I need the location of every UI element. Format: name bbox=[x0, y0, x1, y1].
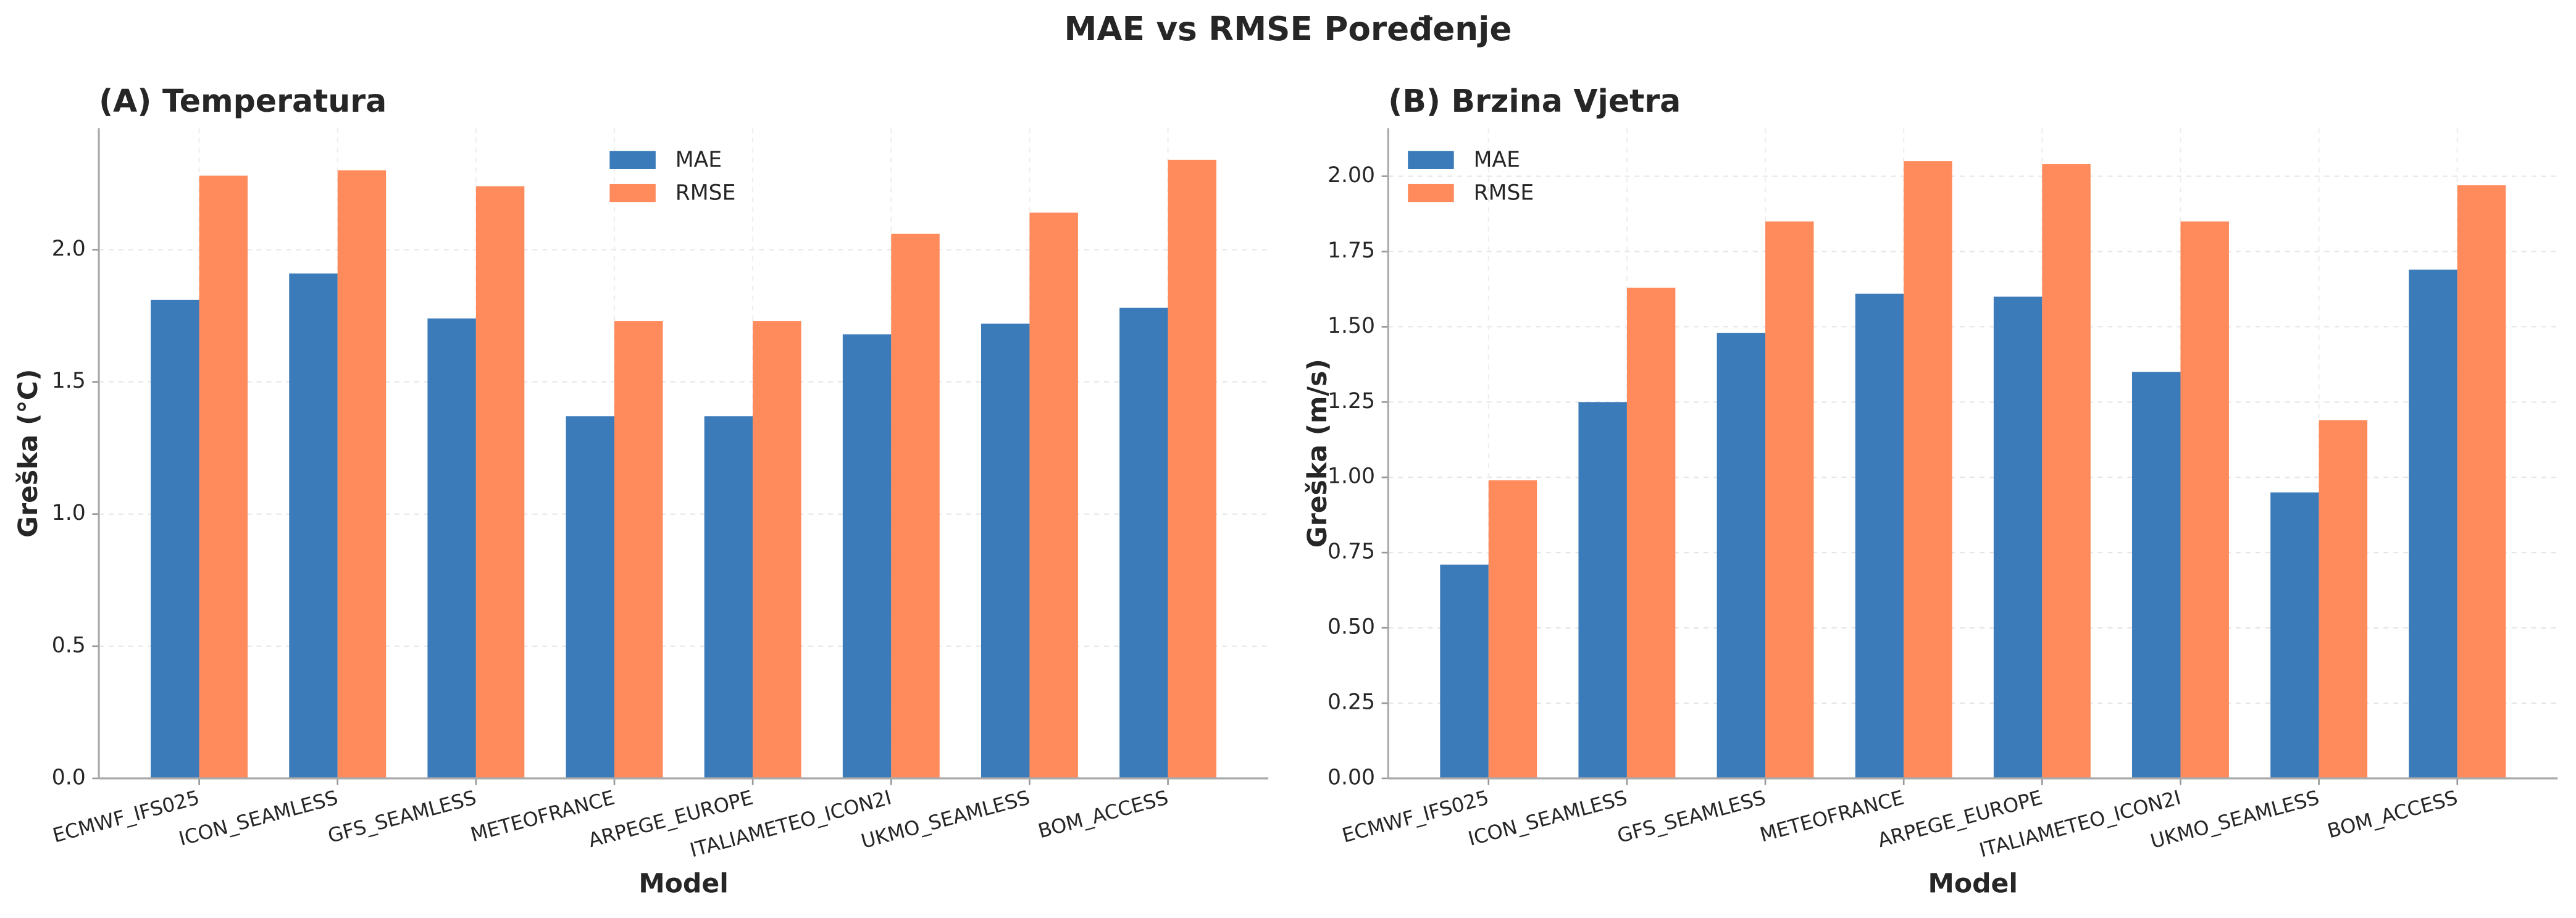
y-tick-label: 0.00 bbox=[1328, 765, 1375, 790]
y-tick-label: 0.75 bbox=[1328, 540, 1375, 564]
bar bbox=[1440, 564, 1489, 778]
legend-swatch bbox=[609, 151, 656, 169]
bar bbox=[2132, 372, 2181, 778]
legend-swatch bbox=[1408, 183, 1454, 202]
bar bbox=[2042, 164, 2091, 778]
bar bbox=[337, 170, 387, 778]
bar bbox=[427, 318, 476, 778]
bar bbox=[2409, 269, 2457, 778]
y-tick-label: 0.50 bbox=[1328, 615, 1375, 640]
bar bbox=[2457, 185, 2506, 778]
bar bbox=[566, 416, 615, 778]
x-axis-label: Model bbox=[1928, 868, 2018, 899]
bar bbox=[1765, 221, 1814, 778]
bar bbox=[1626, 287, 1676, 778]
bar bbox=[2319, 420, 2368, 778]
legend-label: RMSE bbox=[1474, 180, 1534, 205]
y-tick-label: 2.00 bbox=[1328, 163, 1375, 188]
legend-swatch bbox=[609, 183, 656, 202]
legend-label: MAE bbox=[1474, 148, 1520, 172]
axes-title: (A) Temperatura bbox=[99, 83, 387, 119]
bar bbox=[753, 321, 801, 778]
bar bbox=[1168, 159, 1217, 778]
bar bbox=[842, 334, 892, 778]
bar bbox=[2270, 492, 2319, 778]
bar bbox=[1993, 296, 2043, 778]
figure-title: MAE vs RMSE Poređenje bbox=[1064, 10, 1512, 48]
legend-label: RMSE bbox=[675, 180, 736, 205]
bar bbox=[289, 273, 338, 778]
bar bbox=[199, 175, 248, 778]
bar bbox=[1119, 307, 1168, 778]
bar bbox=[1904, 161, 1952, 778]
bar bbox=[1578, 402, 1627, 778]
bar bbox=[1717, 333, 1766, 778]
y-tick-label: 2.0 bbox=[52, 236, 86, 261]
y-tick-label: 0.0 bbox=[52, 765, 86, 790]
bar bbox=[704, 416, 753, 778]
y-axis-label: Greška (m/s) bbox=[1302, 359, 1333, 548]
y-tick-label: 0.25 bbox=[1328, 690, 1375, 714]
bar bbox=[1855, 293, 1904, 778]
bar bbox=[1488, 480, 1537, 778]
x-axis-label: Model bbox=[638, 868, 728, 899]
bar bbox=[1029, 212, 1078, 778]
bar bbox=[891, 233, 940, 778]
y-axis-label: Greška (°C) bbox=[13, 369, 44, 538]
axes-title: (B) Brzina Vjetra bbox=[1388, 83, 1681, 119]
bar bbox=[2180, 221, 2229, 778]
bar bbox=[614, 321, 663, 778]
y-tick-label: 1.0 bbox=[52, 501, 86, 525]
y-tick-label: 1.00 bbox=[1328, 464, 1375, 489]
legend-label: MAE bbox=[675, 148, 722, 172]
bar bbox=[151, 299, 199, 778]
y-tick-label: 1.75 bbox=[1328, 238, 1375, 263]
y-tick-label: 0.5 bbox=[52, 633, 86, 657]
y-tick-label: 1.50 bbox=[1328, 314, 1375, 338]
bar bbox=[981, 323, 1030, 778]
bar bbox=[475, 186, 525, 778]
legend-swatch bbox=[1408, 151, 1454, 169]
y-tick-label: 1.25 bbox=[1328, 389, 1375, 414]
y-tick-label: 1.5 bbox=[52, 369, 86, 393]
